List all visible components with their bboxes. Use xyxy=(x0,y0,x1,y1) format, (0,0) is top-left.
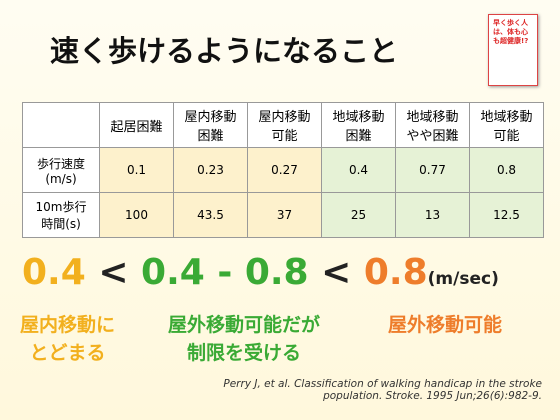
table-row: 10m歩行 時間(s) 100 43.5 37 25 13 12.5 xyxy=(22,192,544,238)
less-than: < xyxy=(321,252,352,293)
table-cell: 100 xyxy=(99,192,174,238)
citation: Perry J, et al. Classification of walkin… xyxy=(223,378,542,402)
unit: (m/sec) xyxy=(427,269,499,289)
table-cell: 0.1 xyxy=(99,147,174,193)
table-cell: 37 xyxy=(247,192,322,238)
header-cell: 屋内移動 困難 xyxy=(173,102,248,148)
row-header: 歩行速度 (m/s) xyxy=(22,147,100,193)
row-header: 10m歩行 時間(s) xyxy=(22,192,100,238)
less-than: < xyxy=(98,252,129,293)
table-cell: 25 xyxy=(321,192,396,238)
table-cell: 0.77 xyxy=(395,147,470,193)
speed-mid: 0.4 - 0.8 xyxy=(141,252,309,293)
label-mid: 屋外移動可能だが 制限を受ける xyxy=(168,314,321,364)
table-cell: 12.5 xyxy=(469,192,544,238)
table-row: 歩行速度 (m/s) 0.1 0.23 0.27 0.4 0.77 0.8 xyxy=(22,147,544,193)
table-cell: 0.4 xyxy=(321,147,396,193)
table-cell: 13 xyxy=(395,192,470,238)
speed-high: 0.8 xyxy=(363,252,428,293)
title: 速く歩けるようになること xyxy=(50,34,399,68)
header-cell: 地域移動 困難 xyxy=(321,102,396,148)
book-cover: 早く歩く人は、体も心も超健康!? xyxy=(488,14,538,86)
header-cell: 地域移動 やや困難 xyxy=(395,102,470,148)
speed-low: 0.4 xyxy=(22,252,86,293)
label-high: 屋外移動可能 xyxy=(388,314,503,336)
table-cell: 0.27 xyxy=(247,147,322,193)
label-low: 屋内移動に とどまる xyxy=(20,314,116,364)
table-cell: 0.8 xyxy=(469,147,544,193)
header-cell: 屋内移動 可能 xyxy=(247,102,322,148)
header-row: 起居困難 屋内移動 困難 屋内移動 可能 地域移動 困難 地域移動 やや困難 地… xyxy=(22,102,544,148)
speed-line: 0.4 < 0.4 - 0.8 < 0.8(m/sec) xyxy=(22,252,499,293)
table-cell: 0.23 xyxy=(173,147,248,193)
table-cell: 43.5 xyxy=(173,192,248,238)
table: 起居困難 屋内移動 困難 屋内移動 可能 地域移動 困難 地域移動 やや困難 地… xyxy=(22,102,544,238)
header-cell: 起居困難 xyxy=(99,102,174,148)
corner-cell xyxy=(22,102,100,148)
header-cell: 地域移動 可能 xyxy=(469,102,544,148)
